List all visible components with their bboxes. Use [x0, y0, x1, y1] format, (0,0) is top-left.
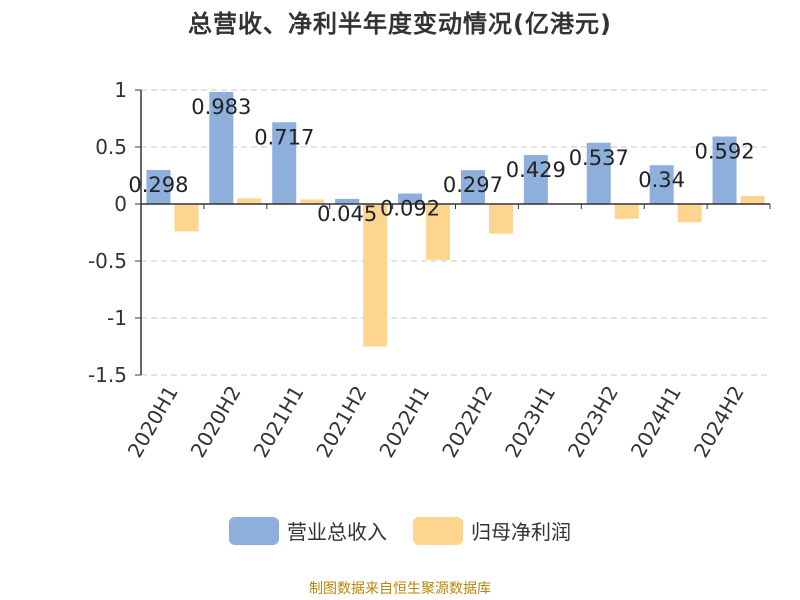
data-label: 0.092 — [380, 197, 440, 221]
legend: 营业总收入 归母净利润 — [0, 516, 800, 545]
axes — [135, 89, 771, 376]
bar-revenue — [586, 142, 611, 204]
x-tick-label: 2021H2 — [311, 382, 371, 462]
y-tick-label: -0.5 — [88, 249, 127, 273]
bar-profit — [740, 196, 765, 204]
x-tick-label: 2024H2 — [689, 382, 749, 462]
x-tick-label: 2022H1 — [374, 382, 434, 462]
bar-revenue — [272, 122, 297, 204]
bar-profit — [426, 204, 451, 260]
legend-label-profit: 归母净利润 — [471, 520, 571, 544]
data-label: 0.298 — [128, 173, 188, 197]
x-tick-label: 2020H1 — [123, 382, 183, 462]
data-label: 0.592 — [694, 140, 754, 164]
data-label: 0.045 — [317, 202, 377, 226]
data-label: 0.34 — [638, 168, 685, 192]
legend-item-profit[interactable]: 归母净利润 — [413, 516, 571, 545]
y-tick-label: -1.5 — [88, 363, 127, 387]
bar-profit — [174, 204, 199, 232]
x-tick-label: 2022H2 — [437, 382, 497, 462]
legend-item-revenue[interactable]: 营业总收入 — [229, 516, 387, 545]
x-tick-label: 2021H1 — [248, 382, 308, 462]
legend-swatch-profit — [413, 516, 463, 545]
bar-revenue — [335, 198, 360, 204]
bar-profit — [363, 204, 388, 347]
bar-profit — [237, 198, 262, 204]
bar-revenue — [649, 165, 674, 204]
grid-lines — [141, 89, 770, 376]
x-tick-label: 2023H1 — [500, 382, 560, 462]
chart-title: 总营收、净利半年度变动情况(亿港元) — [188, 10, 612, 38]
bar-profit — [300, 199, 325, 204]
y-tick-labels: 1 0.5 0 -0.5 -1 -1.5 — [88, 78, 127, 387]
data-label: 0.983 — [191, 95, 251, 119]
data-label: 0.297 — [443, 173, 503, 197]
bar-revenue — [146, 170, 171, 204]
bar-revenue — [460, 170, 485, 204]
legend-label-revenue: 营业总收入 — [287, 520, 387, 544]
source-note: 制图数据来自恒生聚源数据库 — [309, 581, 491, 597]
bar-revenue — [209, 91, 234, 204]
data-label: 0.717 — [254, 125, 314, 149]
data-label: 0.429 — [506, 158, 566, 182]
bars — [146, 91, 765, 347]
y-tick-label: 0.5 — [95, 135, 127, 159]
bar-profit — [677, 204, 702, 223]
y-tick-label: -1 — [107, 306, 127, 330]
bar-revenue — [523, 155, 548, 204]
x-tick-labels: 2020H1 2020H2 2021H1 2021H2 2022H1 2022H2 2023… — [123, 382, 749, 462]
bar-revenue — [398, 193, 423, 204]
x-tick-label: 2020H2 — [186, 382, 246, 462]
y-tick-label: 1 — [114, 78, 127, 102]
data-label: 0.537 — [569, 146, 629, 170]
x-tick-label: 2024H1 — [626, 382, 686, 462]
x-tick-label: 2023H2 — [563, 382, 623, 462]
y-tick-label: 0 — [114, 192, 127, 216]
bar-profit — [488, 204, 513, 234]
bar-profit — [614, 204, 639, 219]
legend-swatch-revenue — [229, 516, 279, 545]
bar-revenue — [712, 136, 737, 204]
